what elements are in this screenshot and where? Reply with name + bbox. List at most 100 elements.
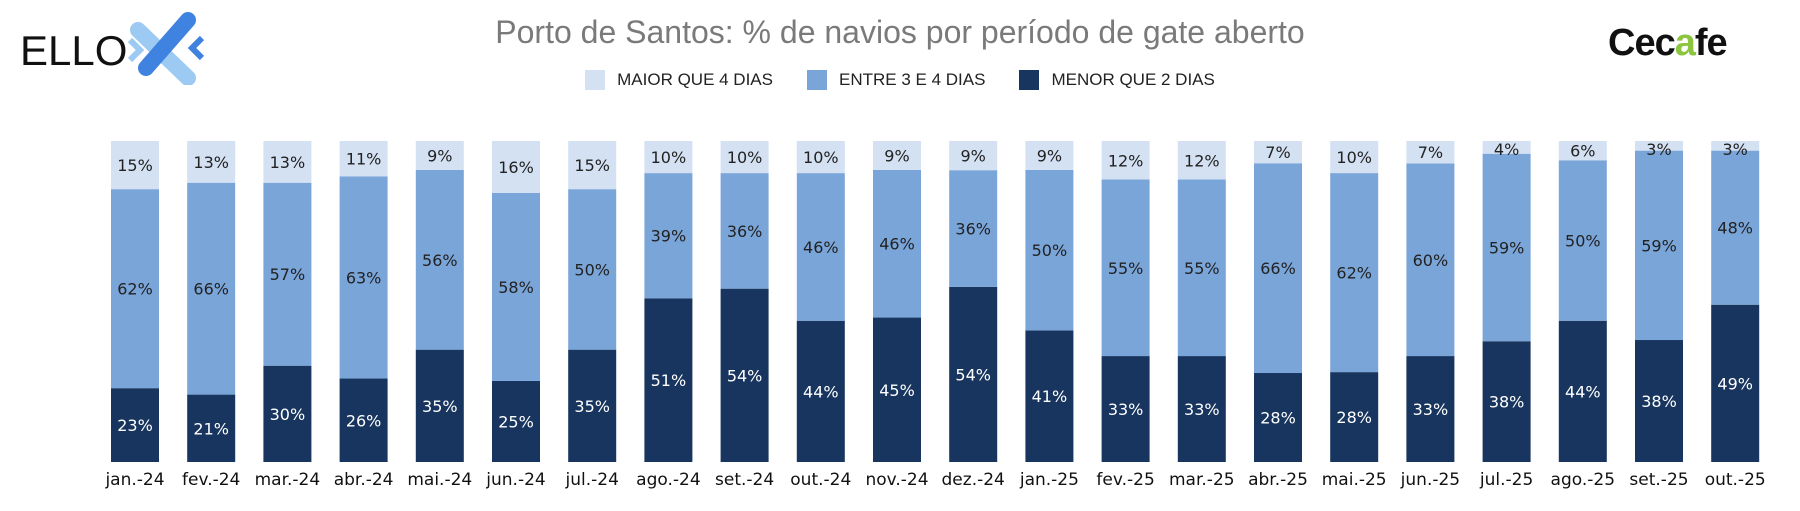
bar-segment	[187, 141, 236, 183]
bar-segment	[1635, 340, 1683, 462]
bar-segment	[568, 189, 617, 350]
legend-label: ENTRE 3 E 4 DIAS	[839, 70, 986, 89]
bar-segment	[1482, 153, 1531, 342]
bar-segment	[1101, 356, 1150, 462]
bar-segment	[1254, 373, 1302, 462]
bar-segment	[339, 176, 388, 379]
bar-segment	[796, 320, 845, 462]
data-label: 25%	[498, 412, 534, 431]
x-tick-label: mai.-25	[1322, 470, 1387, 490]
data-label: 45%	[879, 381, 915, 400]
bar-segment	[873, 317, 921, 462]
data-label: 4%	[1494, 140, 1519, 159]
x-tick-label: out.-24	[790, 470, 851, 490]
bar-segment	[1635, 141, 1683, 151]
x-tick-label: set.-25	[1629, 470, 1688, 490]
data-label: 9%	[884, 146, 909, 165]
bar-segment	[1558, 160, 1607, 321]
bar-segment	[949, 170, 998, 287]
data-label: 7%	[1418, 143, 1443, 162]
bar-segment	[1101, 141, 1150, 180]
bar-segment	[492, 380, 540, 462]
bar-segment	[1406, 141, 1455, 164]
data-label: 35%	[422, 397, 458, 416]
data-label: 36%	[955, 220, 991, 239]
data-label: 13%	[270, 153, 306, 172]
data-label: 39%	[651, 227, 687, 246]
bar-segment	[644, 141, 693, 174]
x-tick-label: fev.-25	[1096, 470, 1154, 490]
legend-label: MAIOR QUE 4 DIAS	[617, 70, 773, 89]
data-label: 12%	[1184, 151, 1220, 170]
x-tick-label: abr.-25	[1248, 470, 1308, 490]
data-label: 62%	[1336, 264, 1372, 283]
bar-segment	[1101, 179, 1150, 357]
data-label: 55%	[1108, 259, 1144, 278]
legend-label: MENOR QUE 2 DIAS	[1051, 70, 1215, 89]
bar-segment	[1177, 179, 1226, 357]
x-tick-label: jun.-24	[485, 470, 545, 490]
x-tick-label: nov.-24	[865, 470, 928, 490]
data-label: 16%	[498, 158, 534, 177]
ello-logo: ELLO	[20, 10, 220, 90]
bar-segment	[1330, 141, 1379, 174]
data-label: 50%	[1565, 232, 1601, 251]
data-label: 9%	[961, 147, 986, 166]
legend-item-maior-4: MAIOR QUE 4 DIAS	[585, 70, 773, 90]
data-label: 66%	[1260, 259, 1296, 278]
bar-segment	[720, 288, 769, 462]
bar-segment	[644, 173, 693, 299]
legend-item-entre-3-4: ENTRE 3 E 4 DIAS	[807, 70, 985, 90]
x-tick-label: jun.-25	[1400, 470, 1460, 490]
data-label: 58%	[498, 278, 534, 297]
bar-segment	[1711, 304, 1760, 462]
bar-segment	[1330, 173, 1379, 373]
bar-segment	[415, 349, 464, 462]
bar-segment	[796, 141, 845, 174]
data-label: 57%	[270, 265, 306, 284]
bar-segment	[1558, 320, 1607, 462]
bar-segment	[339, 378, 388, 462]
data-label: 38%	[1489, 393, 1525, 412]
bar-segment	[111, 141, 159, 190]
data-label: 56%	[422, 251, 458, 270]
bar-segment	[1635, 150, 1683, 341]
x-tick-label: out.-25	[1705, 470, 1766, 490]
bar-segment	[949, 286, 998, 462]
bar-segment	[415, 141, 464, 170]
bar-segment	[492, 192, 540, 381]
data-label: 35%	[574, 397, 610, 416]
bar-segment	[796, 173, 845, 321]
x-tick-label: abr.-24	[334, 470, 394, 490]
bar-segment	[1330, 372, 1379, 462]
x-tick-label: jul.-24	[565, 470, 619, 490]
legend: MAIOR QUE 4 DIAS ENTRE 3 E 4 DIAS MENOR …	[0, 70, 1800, 90]
data-label: 7%	[1265, 143, 1290, 162]
bar-segment	[1177, 141, 1226, 180]
bar-segment	[1482, 341, 1531, 462]
bar-segment	[949, 141, 998, 171]
x-tick-label: jan.-24	[104, 470, 164, 490]
legend-swatch	[585, 70, 606, 90]
bar-segment	[111, 388, 159, 462]
legend-swatch	[807, 70, 827, 90]
data-label: 59%	[1489, 238, 1525, 257]
bar-segment	[187, 394, 236, 462]
bar-segment	[568, 141, 617, 190]
legend-item-menor-2: MENOR QUE 2 DIAS	[1019, 70, 1215, 90]
bar-segment	[1711, 141, 1760, 151]
data-label: 41%	[1032, 387, 1068, 406]
data-label: 23%	[117, 416, 153, 435]
bar-segment	[568, 349, 617, 462]
svg-text:ELLO: ELLO	[20, 27, 127, 74]
bar-segment	[873, 141, 921, 170]
data-label: 36%	[727, 222, 763, 241]
bar-segment	[720, 141, 769, 174]
x-tick-label: ago.-24	[636, 470, 700, 490]
bar-segment	[1482, 141, 1531, 154]
bar-segment	[1025, 169, 1074, 331]
data-label: 11%	[346, 150, 382, 169]
data-label: 28%	[1336, 408, 1372, 427]
